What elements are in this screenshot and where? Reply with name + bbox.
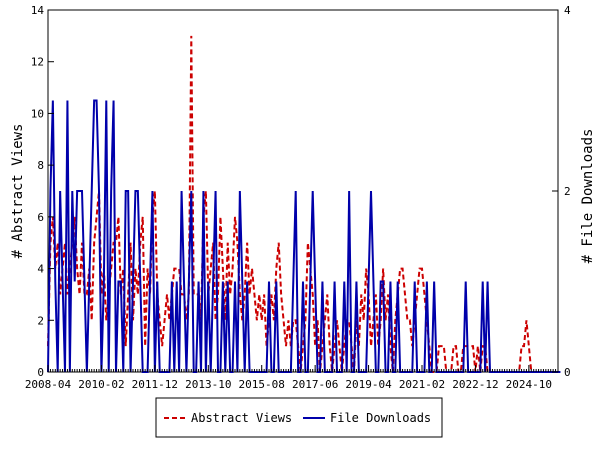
legend: Abstract Views File Downloads: [155, 397, 443, 438]
y-tick-label: 10: [31, 107, 44, 120]
legend-box: [155, 397, 443, 438]
y-tick-label: 0: [37, 366, 44, 379]
legend-label-abstract-views: Abstract Views: [191, 411, 292, 425]
y2-axis-title: # File Downloads: [580, 129, 596, 264]
y-axis-title: # Abstract Views: [10, 124, 26, 259]
y2-tick-label: 0: [564, 366, 571, 379]
x-tick-label: 2015-08: [239, 378, 285, 391]
y-tick-label: 4: [37, 263, 44, 276]
x-tick-label: 2008-04: [25, 378, 72, 391]
series-line-abstract-views: [47, 35, 558, 373]
axes-layer: 2008-04 2010-02 2011-12 2013-10 2015-08 2017-…: [25, 4, 571, 391]
legend-label-file-downloads: File Downloads: [330, 411, 431, 425]
y2-tick-label: 2: [564, 185, 571, 198]
x-tick-label: 2017-06: [292, 378, 338, 391]
y2-tick-label: 4: [564, 4, 571, 17]
y-tick-label: 14: [31, 4, 45, 17]
x-tick-label: 2013-10: [185, 378, 231, 391]
y-tick-label: 6: [37, 211, 44, 224]
x-tick-label: 2019-04: [345, 378, 392, 391]
x-tick-label: 2021-02: [399, 378, 445, 391]
x-tick-label: 2022-12: [452, 378, 498, 391]
x-tick-label: 2024-10: [506, 378, 552, 391]
x-tick-label: 2011-12: [132, 378, 178, 391]
y-tick-label: 2: [37, 314, 44, 327]
x-tick-label: 2010-02: [78, 378, 124, 391]
y-tick-label: 12: [31, 56, 44, 69]
y-tick-label: 8: [37, 159, 44, 172]
